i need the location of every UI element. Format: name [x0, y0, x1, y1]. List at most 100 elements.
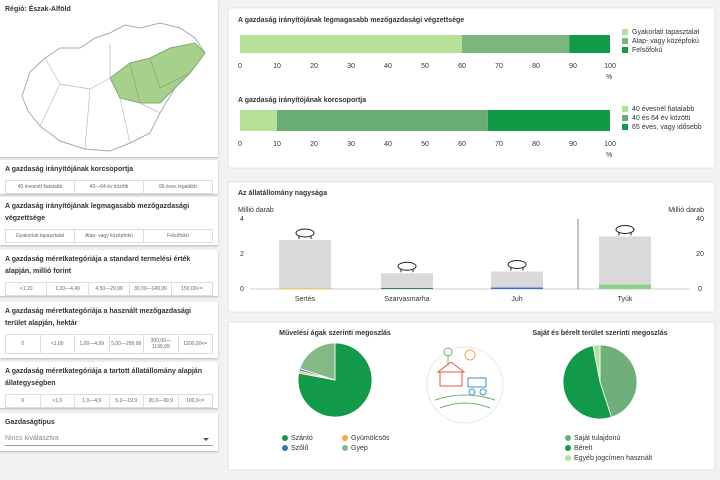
option-button[interactable]: <1,00 [41, 335, 75, 353]
x-tick-label: 100 [604, 63, 616, 70]
x-tick-label: 30 [347, 63, 355, 70]
legend-label: Egyéb jogcímen használt [574, 455, 652, 462]
option-group: 40 évesnél fiatalabb 40—64 év közötti 65 é… [5, 180, 213, 194]
y-axis-label: Millió darab [238, 207, 274, 214]
legend-label: Gyakorlati tapasztalat [632, 29, 699, 36]
option-button[interactable]: 5,00—299,99 [110, 335, 144, 353]
option-button[interactable]: 1,20—4,49 [47, 283, 89, 295]
bar-segment [487, 110, 610, 131]
legend-swatch [342, 435, 348, 441]
legend-swatch [565, 455, 571, 461]
option-button[interactable]: 150,00<= [181, 286, 203, 292]
filter-title: A gazdaság méretkategóriája a használt m… [5, 308, 192, 327]
filter-card: A gazdaság méretkategóriája a tartott ál… [0, 362, 218, 408]
legend-swatch [622, 124, 628, 130]
legend-swatch [622, 38, 628, 44]
dropdown[interactable]: Nincs kiválasztva [5, 435, 213, 446]
x-tick-label: 90 [569, 141, 577, 148]
legend-swatch [282, 445, 288, 451]
filter-title: A gazdaság irányítójának korcsoportja [5, 166, 134, 173]
x-tick-label: 100 [604, 141, 616, 148]
bar-segment [462, 35, 570, 53]
option-button[interactable]: 1200,00<= [183, 341, 208, 347]
filter-card: A gazdaság méretkategóriája a használt m… [0, 302, 218, 358]
x-tick-label: 80 [532, 63, 540, 70]
legend-label: Szántó [291, 435, 313, 442]
legend-label: 40 és 64 év közötti [632, 115, 691, 122]
legend-swatch [342, 445, 348, 451]
x-tick-label: Tyúk [618, 296, 633, 303]
animal-icon [615, 225, 635, 234]
option-button[interactable]: 100,0<= [186, 398, 205, 404]
option-button[interactable]: Gyakorlati tapasztalat [6, 230, 75, 242]
x-tick-label: 10 [273, 141, 281, 148]
x-tick-label: 50 [421, 63, 429, 70]
option-button[interactable]: 40—64 év közötti [75, 181, 144, 193]
pie-slice [299, 342, 336, 381]
y2-axis-label: Millió darab [668, 207, 704, 214]
y2-tick-label: 40 [696, 216, 704, 223]
y2-tick-label: 0 [698, 286, 702, 293]
option-button[interactable]: <1,0 [41, 395, 75, 407]
filter-card: A gazdaság irányítójának legmagasabb mez… [0, 197, 218, 245]
x-tick-label: 80 [532, 141, 540, 148]
x-unit: % [606, 74, 612, 81]
chart-title: Művelési ágak szerinti megoszlás [279, 330, 391, 337]
option-button[interactable]: 0 [6, 395, 41, 407]
legend-label: Gyümölcsös [351, 435, 390, 442]
option-button[interactable]: 300,00—1199,99 [144, 335, 179, 353]
x-tick-label: 60 [458, 63, 466, 70]
bar-segment [240, 35, 462, 53]
bar [279, 240, 331, 289]
filter-title: A gazdaság méretkategóriája a standard t… [5, 256, 191, 275]
bar [279, 288, 331, 289]
animal-icon [397, 261, 417, 271]
filter-card: A gazdaság irányítójának korcsoportja 40 … [0, 160, 218, 194]
x-tick-label: 50 [421, 141, 429, 148]
filter-title: A gazdaság irányítójának legmagasabb mez… [5, 203, 190, 222]
x-tick-label: 0 [238, 63, 242, 70]
filter-title: Gazdaságtípus [5, 419, 55, 426]
legend-swatch [622, 106, 628, 112]
legend-label: Alap- vagy középfokú [632, 38, 699, 45]
bar [381, 273, 433, 289]
option-button[interactable]: 1,00—4,99 [75, 335, 110, 353]
pie-slice [562, 345, 612, 420]
x-tick-label: 70 [495, 63, 503, 70]
legend-swatch [622, 29, 628, 35]
option-button[interactable]: 0 [6, 335, 41, 353]
pie-slice [599, 344, 638, 418]
legend-swatch [565, 445, 571, 451]
bar [491, 271, 543, 289]
x-tick-label: Szarvasmarha [384, 296, 429, 303]
chart-title: A gazdaság irányítójának legmagasabb mez… [238, 17, 464, 24]
x-tick-label: 70 [495, 141, 503, 148]
option-button[interactable]: 20,0—99,9 [144, 395, 179, 407]
legend-label: Felsőfokú [632, 47, 662, 54]
legend-swatch [565, 435, 571, 441]
option-button[interactable]: 5,0—19,9 [110, 395, 144, 407]
option-button[interactable]: 4,50—29,99 [89, 283, 131, 295]
x-tick-label: 10 [273, 63, 281, 70]
option-group: <1,20 1,20—4,49 4,50—29,99 30,00—149,99 150,… [5, 282, 213, 296]
animal-icon [295, 228, 315, 238]
option-button[interactable]: 40 évesnél fiatalabb [6, 181, 75, 193]
option-button[interactable]: 30,00—149,99 [130, 283, 172, 295]
legend-label: Saját tulajdonú [574, 435, 620, 442]
y-tick-label: 4 [240, 216, 244, 223]
chart-title: A gazdaság irányítójának korcsoportja [238, 97, 366, 104]
option-button[interactable]: 1,0—4,9 [75, 395, 110, 407]
x-tick-label: 0 [238, 141, 242, 148]
option-button[interactable]: 65 éves legalább [159, 184, 197, 190]
x-tick-label: Juh [511, 296, 522, 303]
option-button[interactable]: Felsőfokú [167, 233, 189, 239]
option-button[interactable]: Alap- vagy középfokú [75, 230, 144, 242]
filter-card: A gazdaság méretkategóriája a standard t… [0, 250, 218, 296]
option-button[interactable]: <1,20 [6, 283, 48, 295]
legend-label: Gyep [351, 445, 368, 452]
bar-segment [240, 110, 277, 131]
x-tick-label: Sertés [295, 296, 316, 303]
x-tick-label: 60 [458, 141, 466, 148]
